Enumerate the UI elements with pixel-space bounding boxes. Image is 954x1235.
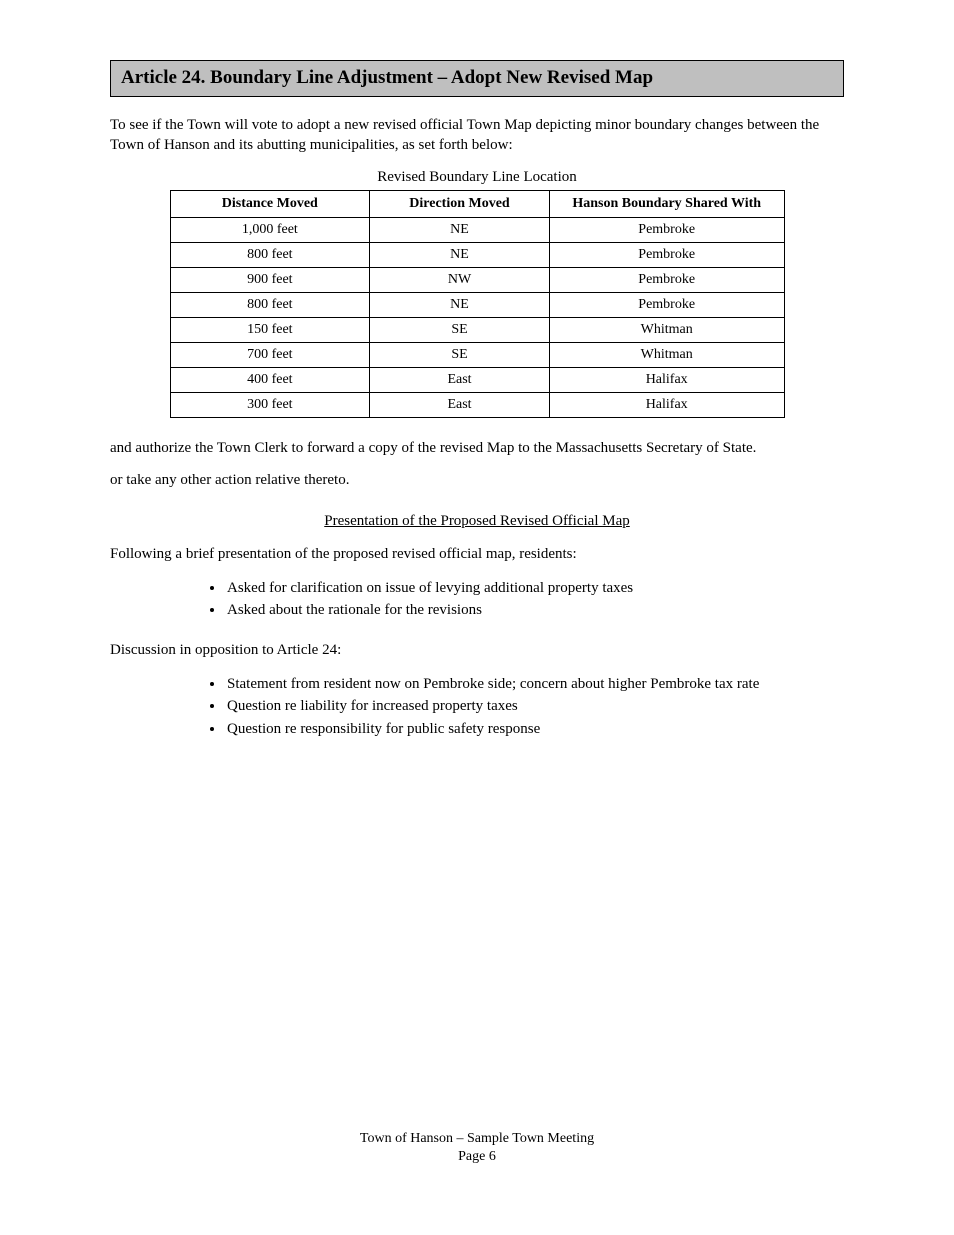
table-row: 1,000 feet NE Pembroke bbox=[170, 217, 784, 242]
paragraph-or-take: or take any other action relative theret… bbox=[110, 470, 844, 491]
cell-distance: 1,000 feet bbox=[170, 217, 370, 242]
cell-shared: Halifax bbox=[549, 392, 784, 417]
section1-bullets: Asked for clarification on issue of levy… bbox=[110, 577, 844, 622]
section1-lead: Following a brief presentation of the pr… bbox=[110, 544, 844, 565]
cell-direction: NW bbox=[370, 267, 550, 292]
page-footer: Town of Hanson – Sample Town Meeting Pag… bbox=[0, 1131, 954, 1165]
cell-distance: 700 feet bbox=[170, 342, 370, 367]
table-row: 900 feet NW Pembroke bbox=[170, 267, 784, 292]
boundary-table: Distance Moved Direction Moved Hanson Bo… bbox=[170, 190, 785, 418]
table-row: 700 feet SE Whitman bbox=[170, 342, 784, 367]
cell-distance: 900 feet bbox=[170, 267, 370, 292]
section2-bullets: Statement from resident now on Pembroke … bbox=[110, 673, 844, 741]
cell-shared: Pembroke bbox=[549, 267, 784, 292]
col-header-distance: Distance Moved bbox=[170, 191, 370, 218]
list-item: Statement from resident now on Pembroke … bbox=[225, 673, 844, 696]
footer-page-number: Page 6 bbox=[0, 1149, 954, 1165]
cell-shared: Whitman bbox=[549, 342, 784, 367]
cell-distance: 300 feet bbox=[170, 392, 370, 417]
footer-line1: Town of Hanson – Sample Town Meeting bbox=[0, 1131, 954, 1147]
table-row: 800 feet NE Pembroke bbox=[170, 292, 784, 317]
cell-direction: NE bbox=[370, 217, 550, 242]
paragraph-authorize: and authorize the Town Clerk to forward … bbox=[110, 438, 844, 459]
list-item: Asked about the rationale for the revisi… bbox=[225, 599, 844, 622]
cell-distance: 800 feet bbox=[170, 292, 370, 317]
col-header-shared-with: Hanson Boundary Shared With bbox=[549, 191, 784, 218]
intro-paragraph: To see if the Town will vote to adopt a … bbox=[110, 115, 844, 156]
table-row: 400 feet East Halifax bbox=[170, 367, 784, 392]
subheading-presentation: Presentation of the Proposed Revised Off… bbox=[110, 513, 844, 530]
cell-distance: 150 feet bbox=[170, 317, 370, 342]
article-header-bar: Article 24. Boundary Line Adjustment – A… bbox=[110, 60, 844, 97]
table-row: 150 feet SE Whitman bbox=[170, 317, 784, 342]
cell-direction: SE bbox=[370, 317, 550, 342]
cell-shared: Pembroke bbox=[549, 292, 784, 317]
col-header-direction: Direction Moved bbox=[370, 191, 550, 218]
cell-direction: East bbox=[370, 367, 550, 392]
cell-direction: SE bbox=[370, 342, 550, 367]
cell-direction: NE bbox=[370, 292, 550, 317]
cell-distance: 800 feet bbox=[170, 242, 370, 267]
subheading-text: Presentation of the Proposed Revised Off… bbox=[324, 513, 630, 529]
cell-shared: Halifax bbox=[549, 367, 784, 392]
cell-direction: NE bbox=[370, 242, 550, 267]
table-caption: Revised Boundary Line Location bbox=[110, 169, 844, 186]
cell-direction: East bbox=[370, 392, 550, 417]
section2-lead: Discussion in opposition to Article 24: bbox=[110, 640, 844, 661]
cell-distance: 400 feet bbox=[170, 367, 370, 392]
list-item: Asked for clarification on issue of levy… bbox=[225, 577, 844, 600]
cell-shared: Pembroke bbox=[549, 242, 784, 267]
cell-shared: Whitman bbox=[549, 317, 784, 342]
table-row: 800 feet NE Pembroke bbox=[170, 242, 784, 267]
article-title: Article 24. Boundary Line Adjustment – A… bbox=[121, 67, 833, 90]
table-row: 300 feet East Halifax bbox=[170, 392, 784, 417]
cell-shared: Pembroke bbox=[549, 217, 784, 242]
list-item: Question re liability for increased prop… bbox=[225, 695, 844, 718]
list-item: Question re responsibility for public sa… bbox=[225, 718, 844, 741]
table-header-row: Distance Moved Direction Moved Hanson Bo… bbox=[170, 191, 784, 218]
